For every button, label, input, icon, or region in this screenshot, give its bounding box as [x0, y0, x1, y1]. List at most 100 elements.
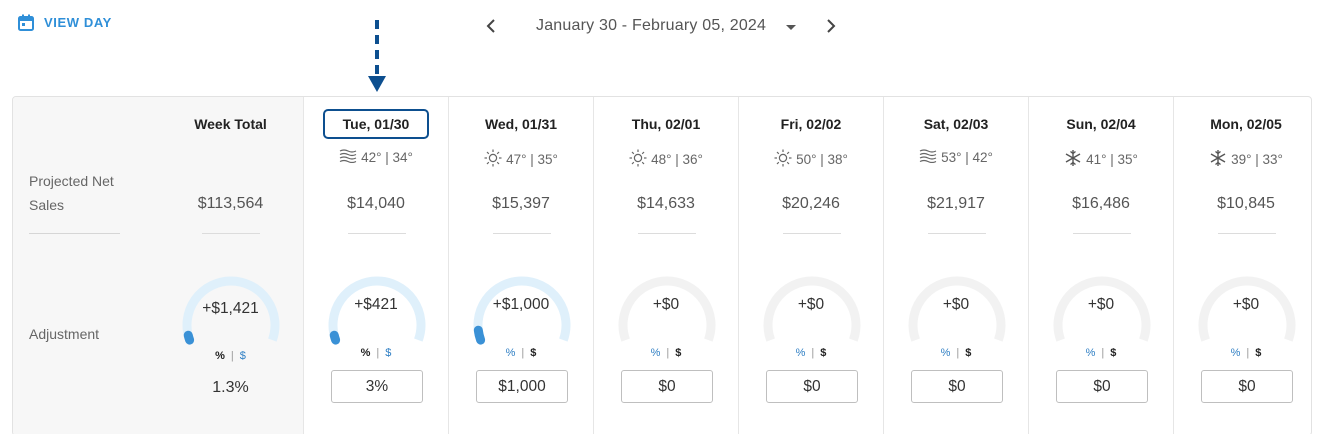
week-percent-value: 1.3%: [212, 379, 249, 396]
adjustment-value: +$0: [942, 296, 970, 313]
projected-net-sales-label: Projected Net Sales: [29, 173, 114, 213]
day-column-2: Wed, 01/31 47° | 35° $15,397 +$1,000 % | $: [448, 97, 593, 434]
weather-info: 50° | 38°: [739, 149, 883, 170]
unit-toggle[interactable]: % | $: [795, 347, 827, 359]
day-header[interactable]: Fri, 02/02: [780, 116, 842, 132]
forecast-grid: Projected Net Sales Adjustment Week Tota…: [12, 96, 1312, 434]
unit-toggle[interactable]: % | $: [505, 347, 537, 359]
date-range-dropdown[interactable]: [782, 19, 800, 37]
dollar-toggle[interactable]: $: [385, 347, 392, 359]
projected-sales-value: $14,040: [347, 195, 405, 212]
weather-info: 39° | 33°: [1174, 149, 1311, 170]
unit-toggle[interactable]: % | $: [1230, 347, 1262, 359]
wind-icon: [339, 149, 357, 166]
percent-toggle[interactable]: %: [1230, 347, 1241, 359]
gauge-track: [763, 276, 861, 342]
projected-sales-value: $20,246: [782, 195, 840, 212]
adjustment-input[interactable]: [766, 370, 858, 403]
adjustment-gauge[interactable]: [470, 267, 574, 347]
divider: [202, 233, 260, 234]
date-range-label[interactable]: January 30 - February 05, 2024: [536, 17, 767, 34]
projected-sales-value: $14,633: [637, 195, 695, 212]
day-header[interactable]: Thu, 02/01: [631, 116, 701, 132]
adjustment-gauge[interactable]: [760, 267, 864, 347]
percent-toggle[interactable]: %: [940, 347, 951, 359]
percent-toggle[interactable]: %: [795, 347, 806, 359]
snowflake-icon: [1064, 149, 1082, 170]
adjustment-gauge[interactable]: [615, 267, 719, 347]
divider: [783, 233, 841, 234]
day-header[interactable]: Wed, 01/31: [484, 116, 558, 132]
adjustment-input[interactable]: [621, 370, 713, 403]
caret-down-icon: [786, 25, 796, 30]
adjustment-input[interactable]: [331, 370, 423, 403]
divider: [638, 233, 696, 234]
weather-info: 48° | 36°: [594, 149, 738, 170]
week-total-column: Week Total $113,564 +$1,421 % | $ 1.3%: [158, 97, 303, 434]
gauge-track: [908, 276, 1006, 342]
projected-sales-value: $15,397: [492, 195, 550, 212]
adjustment-input[interactable]: [911, 370, 1003, 403]
adjustment-gauge[interactable]: [325, 267, 429, 347]
projected-sales-value: $10,845: [1217, 195, 1275, 212]
sun-icon: [629, 149, 647, 170]
adjustment-value: +$0: [797, 296, 825, 313]
wind-icon: [919, 149, 937, 166]
dollar-toggle[interactable]: $: [675, 347, 682, 359]
day-column-3: Thu, 02/01 48° | 36° $14,633 +$0 % | $: [593, 97, 738, 434]
adjustment-value: +$0: [1087, 296, 1115, 313]
temperature-range: 42° | 34°: [361, 150, 413, 165]
unit-toggle[interactable]: % | $: [650, 347, 682, 359]
unit-toggle[interactable]: % | $: [940, 347, 972, 359]
adjustment-gauge[interactable]: [1050, 267, 1154, 347]
gauge-fill: [473, 325, 486, 345]
dollar-toggle[interactable]: $: [965, 347, 972, 359]
adjustment-gauge[interactable]: [905, 267, 1009, 347]
temperature-range: 50° | 38°: [796, 152, 848, 167]
adjustment-input[interactable]: [1056, 370, 1148, 403]
adjustment-gauge: [182, 276, 280, 345]
day-header[interactable]: Sat, 02/03: [923, 116, 989, 132]
day-header[interactable]: Sun, 02/04: [1066, 116, 1136, 132]
gauge-track: [328, 276, 426, 342]
dollar-toggle[interactable]: $: [1255, 347, 1262, 359]
chevron-right-icon: [827, 19, 836, 33]
percent-toggle[interactable]: %: [360, 347, 371, 359]
adjustment-input[interactable]: [476, 370, 568, 403]
weather-info: 41° | 35°: [1029, 149, 1173, 170]
temperature-range: 39° | 33°: [1231, 152, 1283, 167]
projected-sales-value: $16,486: [1072, 195, 1130, 212]
weather-info: 47° | 35°: [449, 149, 593, 170]
adjustment-gauge[interactable]: [1195, 267, 1299, 347]
divider: [1073, 233, 1131, 234]
day-header[interactable]: Mon, 02/05: [1210, 116, 1282, 132]
dollar-toggle[interactable]: $: [530, 347, 537, 359]
day-column-7: Mon, 02/05 39° | 33° $10,845 +$0 % | $: [1173, 97, 1311, 434]
gauge-fill: [329, 330, 341, 345]
previous-week-button[interactable]: [476, 11, 506, 41]
dollar-toggle[interactable]: $: [820, 347, 827, 359]
gauge-track: [1053, 276, 1151, 342]
adjustment-value: +$421: [354, 296, 398, 313]
unit-toggle[interactable]: % | $: [360, 347, 392, 359]
gauge-track: [473, 276, 571, 342]
unit-toggle[interactable]: % | $: [1085, 347, 1117, 359]
divider: [493, 233, 551, 234]
projected-sales-value: $21,917: [927, 195, 985, 212]
dollar-toggle[interactable]: $: [1110, 347, 1117, 359]
day-column-1: Tue, 01/30 42° | 34° $14,040 +$421 % | $: [303, 97, 448, 434]
next-week-button[interactable]: [816, 11, 846, 41]
temperature-range: 53° | 42°: [941, 150, 993, 165]
day-header[interactable]: Tue, 01/30: [304, 109, 448, 139]
gauge-track: [1198, 276, 1296, 342]
view-day-button[interactable]: VIEW DAY: [18, 14, 112, 31]
unit-toggle[interactable]: % | $: [215, 350, 246, 362]
percent-toggle[interactable]: %: [215, 350, 225, 362]
adjustment-input[interactable]: [1201, 370, 1293, 403]
percent-toggle[interactable]: %: [505, 347, 516, 359]
percent-toggle[interactable]: %: [650, 347, 661, 359]
divider: [29, 233, 120, 234]
percent-toggle[interactable]: %: [1085, 347, 1096, 359]
dollar-toggle[interactable]: $: [239, 350, 246, 362]
row-labels-column: Projected Net Sales Adjustment: [13, 97, 158, 434]
